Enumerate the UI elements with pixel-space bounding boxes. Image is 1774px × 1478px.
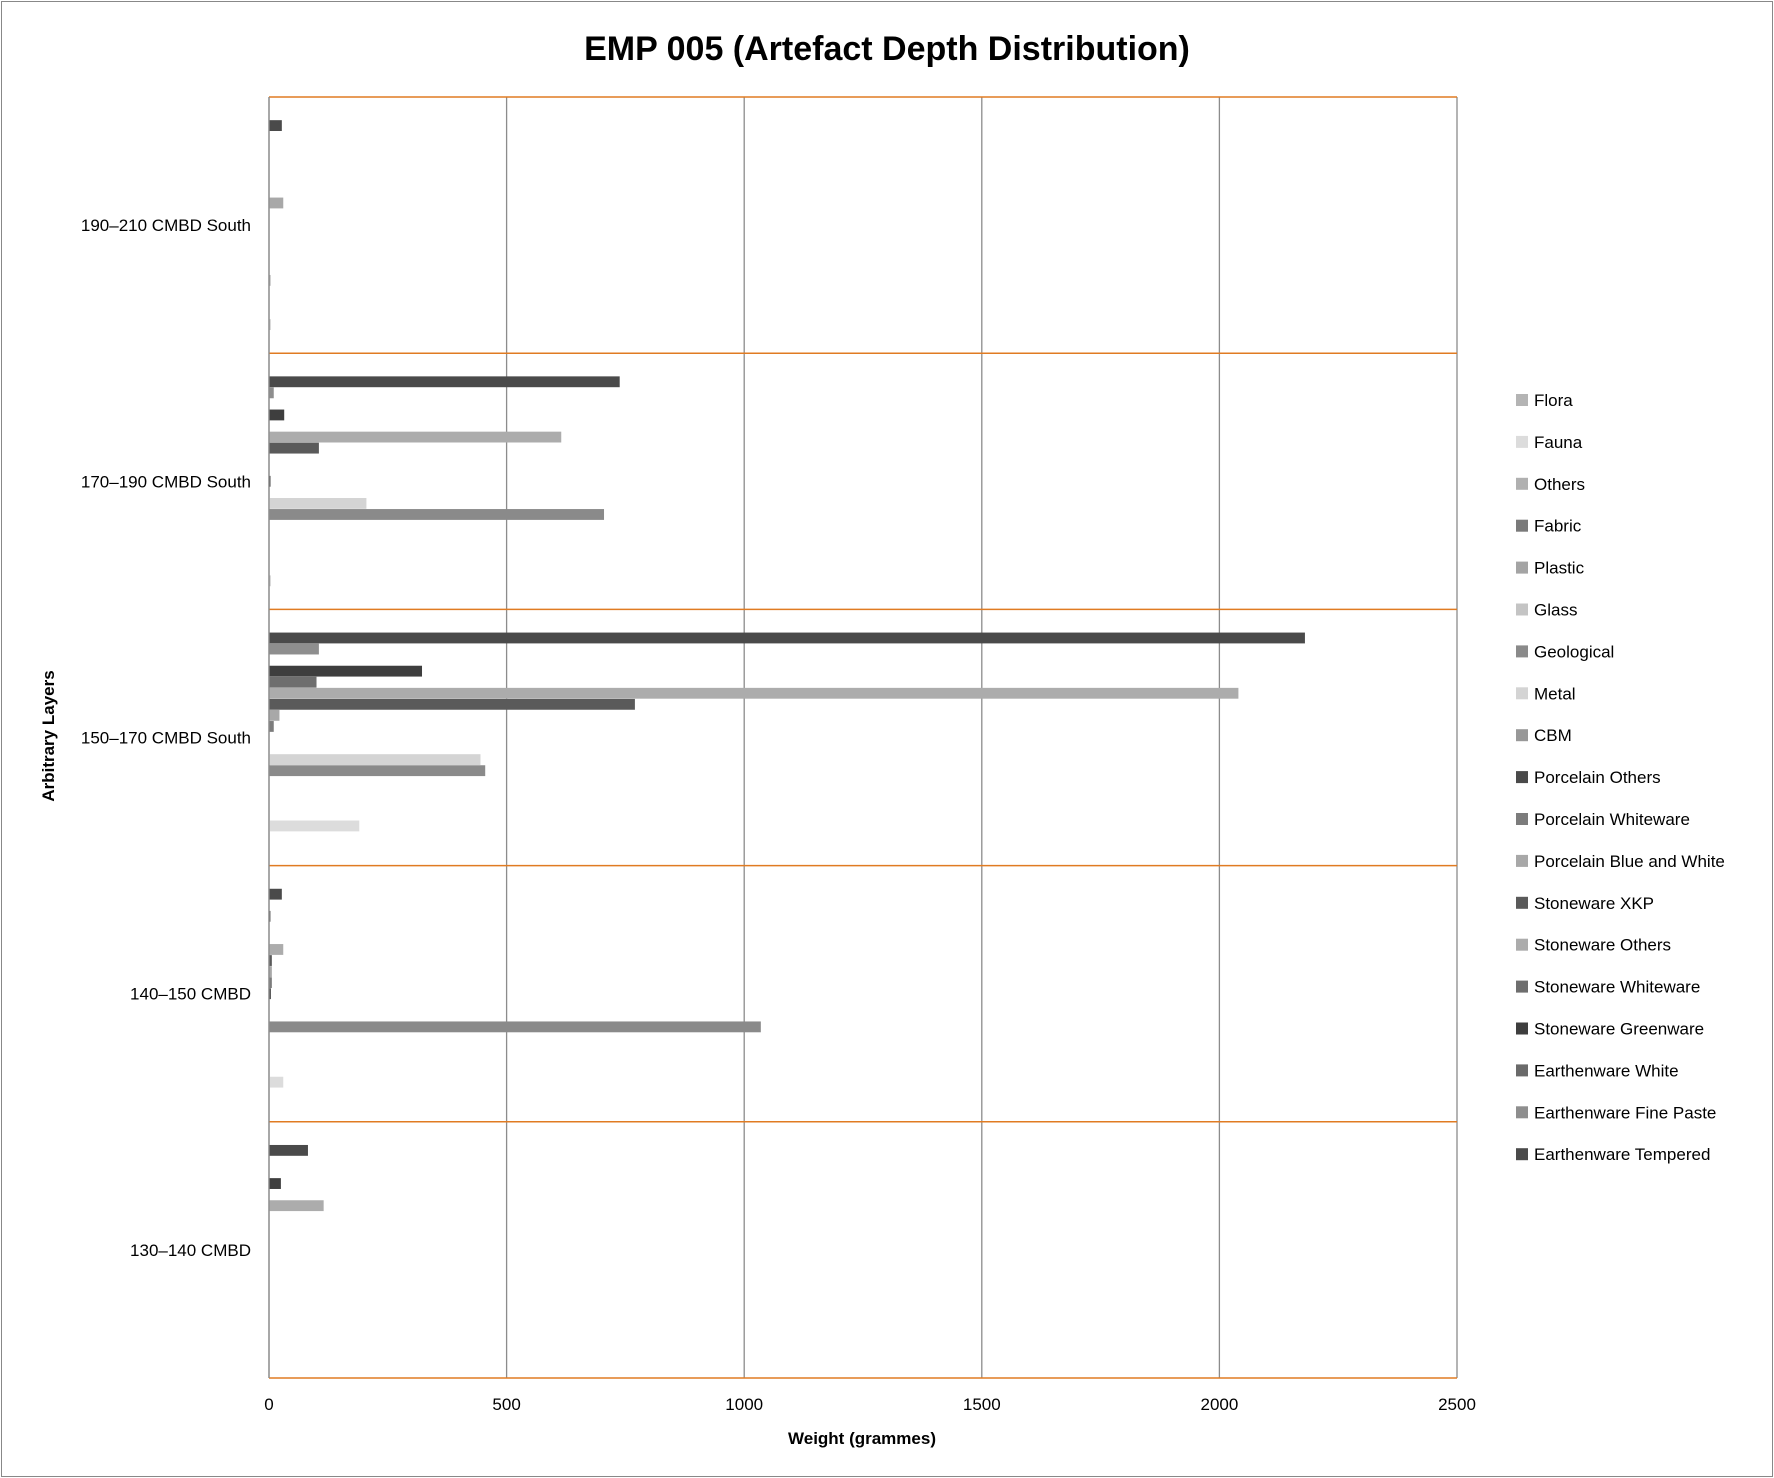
y-tick-label: 170–190 CMBD South <box>81 472 251 491</box>
legend-swatch <box>1516 687 1528 700</box>
legend-label: CBM <box>1534 726 1572 745</box>
bar <box>269 387 274 399</box>
legend-swatch <box>1516 896 1528 909</box>
legend-swatch <box>1516 603 1528 616</box>
bar <box>269 709 280 721</box>
bar <box>269 1200 324 1212</box>
legend-swatch <box>1516 435 1528 448</box>
bar <box>269 475 271 487</box>
bar <box>269 820 360 832</box>
legend-swatch <box>1516 561 1528 574</box>
bar <box>269 944 284 955</box>
bar <box>269 977 272 989</box>
legend-label: Plastic <box>1534 559 1585 578</box>
legend-label: Metal <box>1534 684 1576 703</box>
legend-swatch <box>1516 854 1528 867</box>
bar <box>269 319 271 331</box>
bar <box>269 274 271 286</box>
x-tick-label-1000: 1000 <box>725 1395 763 1414</box>
legend-label: Porcelain Others <box>1534 768 1661 787</box>
y-tick-label: 150–170 CMBD South <box>81 729 251 748</box>
bar <box>269 575 271 587</box>
axis-layer: 0 500 1000 1500 2000 2500 190–210 CMBD South 17… <box>81 97 1476 1414</box>
bar <box>269 197 284 209</box>
legend-swatch <box>1516 938 1528 951</box>
bar <box>269 431 562 443</box>
bar <box>269 910 271 922</box>
legend: Flora Fauna Others Fabric Plastic Glass Geolog… <box>1516 391 1725 1164</box>
legend-label: Flora <box>1534 391 1573 410</box>
x-tick-label-0: 0 <box>264 1395 273 1414</box>
legend-label: Others <box>1534 475 1585 494</box>
legend-label: Earthenware Fine Paste <box>1534 1103 1716 1122</box>
legend-swatch <box>1516 1148 1528 1161</box>
bar <box>269 765 486 777</box>
bar <box>269 676 317 688</box>
legend-swatch <box>1516 519 1528 532</box>
legend-swatch <box>1516 1022 1528 1035</box>
bar <box>269 120 282 132</box>
chart-title: EMP 005 (Artefact Depth Distribution) <box>584 30 1190 68</box>
x-axis-title: Weight (grammes) <box>788 1429 936 1448</box>
x-tick-label-1500: 1500 <box>963 1395 1001 1414</box>
x-tick-label-500: 500 <box>492 1395 520 1414</box>
legend-label: Earthenware Tempered <box>1534 1145 1710 1164</box>
legend-label: Earthenware White <box>1534 1061 1679 1080</box>
legend-label: Fabric <box>1534 517 1582 536</box>
grid-layer <box>268 96 1458 1379</box>
bar <box>269 665 423 677</box>
legend-label: Fauna <box>1534 433 1583 452</box>
legend-swatch <box>1516 1106 1528 1119</box>
legend-label: Porcelain Whiteware <box>1534 810 1690 829</box>
legend-swatch <box>1516 394 1528 406</box>
y-tick-label: 130–140 CMBD <box>130 1241 251 1260</box>
legend-label: Geological <box>1534 642 1614 661</box>
legend-label: Porcelain Blue and White <box>1534 852 1725 871</box>
y-axis-title: Arbitrary Layers <box>39 670 58 801</box>
bar <box>269 1021 761 1033</box>
bar <box>269 632 1305 644</box>
bar <box>269 888 282 900</box>
bar <box>269 376 620 388</box>
bar <box>269 721 274 732</box>
legend-label: Stoneware XKP <box>1534 894 1654 913</box>
legend-label: Stoneware Whiteware <box>1534 978 1700 997</box>
legend-swatch <box>1516 729 1528 742</box>
bar <box>269 509 605 520</box>
bar <box>269 1178 281 1189</box>
bar <box>269 643 319 655</box>
y-tick-label: 190–210 CMBD South <box>81 216 251 235</box>
bar <box>269 698 635 710</box>
legend-swatch <box>1516 771 1528 784</box>
legend-swatch <box>1516 477 1528 490</box>
bar <box>269 1144 308 1156</box>
legend-label: Stoneware Greenware <box>1534 1020 1704 1039</box>
bar <box>269 1076 284 1088</box>
legend-swatch <box>1516 980 1528 993</box>
legend-swatch <box>1516 1064 1528 1077</box>
bar <box>269 988 271 1000</box>
bar <box>269 754 481 766</box>
y-tick-label: 140–150 CMBD <box>130 985 251 1004</box>
bar <box>269 955 272 966</box>
legend-label: Stoneware Others <box>1534 936 1671 955</box>
bar <box>269 966 272 978</box>
bars-layer <box>269 120 1305 1212</box>
legend-label: Glass <box>1534 601 1577 620</box>
bar <box>269 442 319 454</box>
x-tick-label-2500: 2500 <box>1438 1395 1476 1414</box>
legend-swatch <box>1516 813 1528 825</box>
x-tick-label-2000: 2000 <box>1200 1395 1238 1414</box>
bar <box>269 687 1239 699</box>
bar <box>269 409 285 421</box>
legend-swatch <box>1516 645 1528 658</box>
bar <box>269 497 367 509</box>
